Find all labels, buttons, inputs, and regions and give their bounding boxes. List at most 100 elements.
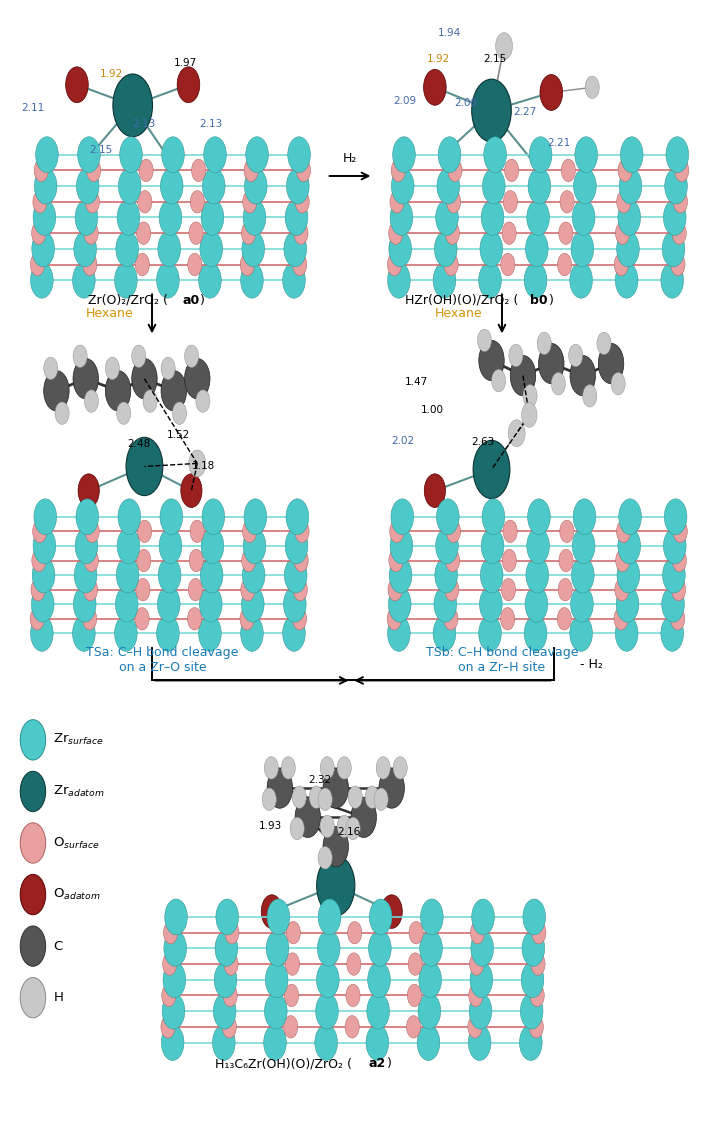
Circle shape [136, 222, 151, 244]
Circle shape [491, 370, 506, 392]
Circle shape [190, 191, 204, 213]
Circle shape [575, 137, 597, 173]
Text: 2.09: 2.09 [393, 96, 416, 105]
Circle shape [243, 200, 266, 235]
Text: 2.11: 2.11 [22, 103, 45, 112]
Circle shape [240, 262, 263, 298]
Circle shape [390, 557, 412, 593]
Circle shape [33, 557, 55, 593]
Circle shape [672, 578, 686, 601]
Circle shape [115, 615, 137, 651]
Circle shape [379, 768, 404, 808]
Text: on a Zr–O site: on a Zr–O site [119, 661, 206, 675]
Circle shape [369, 899, 392, 935]
Circle shape [105, 371, 131, 411]
Circle shape [389, 549, 403, 572]
Text: 1.18: 1.18 [192, 462, 215, 471]
Circle shape [165, 899, 187, 935]
Circle shape [118, 168, 141, 204]
Text: 2.63: 2.63 [472, 437, 494, 446]
Circle shape [481, 528, 504, 564]
Text: 2.16: 2.16 [338, 827, 361, 836]
Circle shape [617, 191, 631, 213]
Text: ): ) [387, 1057, 392, 1071]
Circle shape [83, 578, 98, 601]
Circle shape [225, 921, 239, 944]
Circle shape [286, 499, 309, 535]
Circle shape [161, 1025, 184, 1060]
Circle shape [243, 528, 266, 564]
Circle shape [136, 578, 150, 601]
Circle shape [242, 549, 256, 572]
Circle shape [243, 520, 257, 543]
Circle shape [673, 520, 687, 543]
Circle shape [189, 450, 206, 476]
Circle shape [281, 757, 296, 779]
Circle shape [391, 499, 414, 535]
Circle shape [617, 586, 639, 622]
Circle shape [479, 615, 501, 651]
Circle shape [200, 557, 223, 593]
Bar [21, 336, 315, 639]
Circle shape [163, 921, 177, 944]
Circle shape [502, 549, 516, 572]
Circle shape [558, 578, 572, 601]
Circle shape [323, 768, 349, 808]
Text: 2.02: 2.02 [392, 436, 414, 445]
Circle shape [115, 262, 137, 298]
Circle shape [598, 343, 624, 383]
Circle shape [84, 222, 98, 244]
Circle shape [525, 231, 548, 267]
Text: 1.93: 1.93 [259, 822, 281, 831]
Circle shape [158, 586, 180, 622]
Circle shape [619, 499, 641, 535]
Circle shape [315, 1025, 337, 1060]
Circle shape [214, 962, 237, 998]
Circle shape [35, 168, 57, 204]
Circle shape [284, 984, 298, 1007]
Circle shape [482, 168, 505, 204]
Circle shape [527, 200, 549, 235]
Circle shape [376, 757, 390, 779]
Circle shape [196, 390, 210, 413]
Circle shape [240, 615, 263, 651]
Circle shape [76, 499, 98, 535]
Circle shape [73, 262, 95, 298]
Circle shape [447, 191, 461, 213]
Circle shape [523, 385, 537, 407]
Circle shape [337, 815, 351, 837]
Circle shape [615, 222, 630, 244]
Circle shape [585, 76, 600, 99]
Circle shape [665, 168, 687, 204]
Circle shape [156, 262, 180, 298]
Text: 2.27: 2.27 [514, 108, 537, 117]
Circle shape [616, 549, 630, 572]
Circle shape [501, 578, 515, 601]
Circle shape [138, 520, 152, 543]
Circle shape [435, 557, 457, 593]
Circle shape [619, 168, 642, 204]
Circle shape [522, 402, 537, 427]
Circle shape [570, 262, 592, 298]
Circle shape [530, 137, 552, 173]
Circle shape [501, 253, 515, 276]
Circle shape [245, 168, 267, 204]
Bar [378, 336, 693, 639]
Circle shape [368, 930, 391, 966]
Circle shape [30, 262, 53, 298]
Circle shape [115, 586, 138, 622]
Circle shape [407, 1016, 421, 1038]
Circle shape [392, 168, 414, 204]
Circle shape [468, 1016, 482, 1038]
Text: H₁₃C₆Zr(OH)(O)/ZrO₂ (: H₁₃C₆Zr(OH)(O)/ZrO₂ ( [214, 1057, 351, 1071]
Circle shape [66, 67, 88, 103]
Circle shape [381, 895, 402, 928]
Circle shape [560, 191, 574, 213]
Circle shape [200, 231, 223, 267]
Circle shape [573, 200, 595, 235]
Circle shape [261, 895, 282, 928]
Text: 2.15: 2.15 [484, 55, 506, 64]
Circle shape [557, 253, 572, 276]
Circle shape [472, 899, 494, 935]
Circle shape [31, 578, 45, 601]
